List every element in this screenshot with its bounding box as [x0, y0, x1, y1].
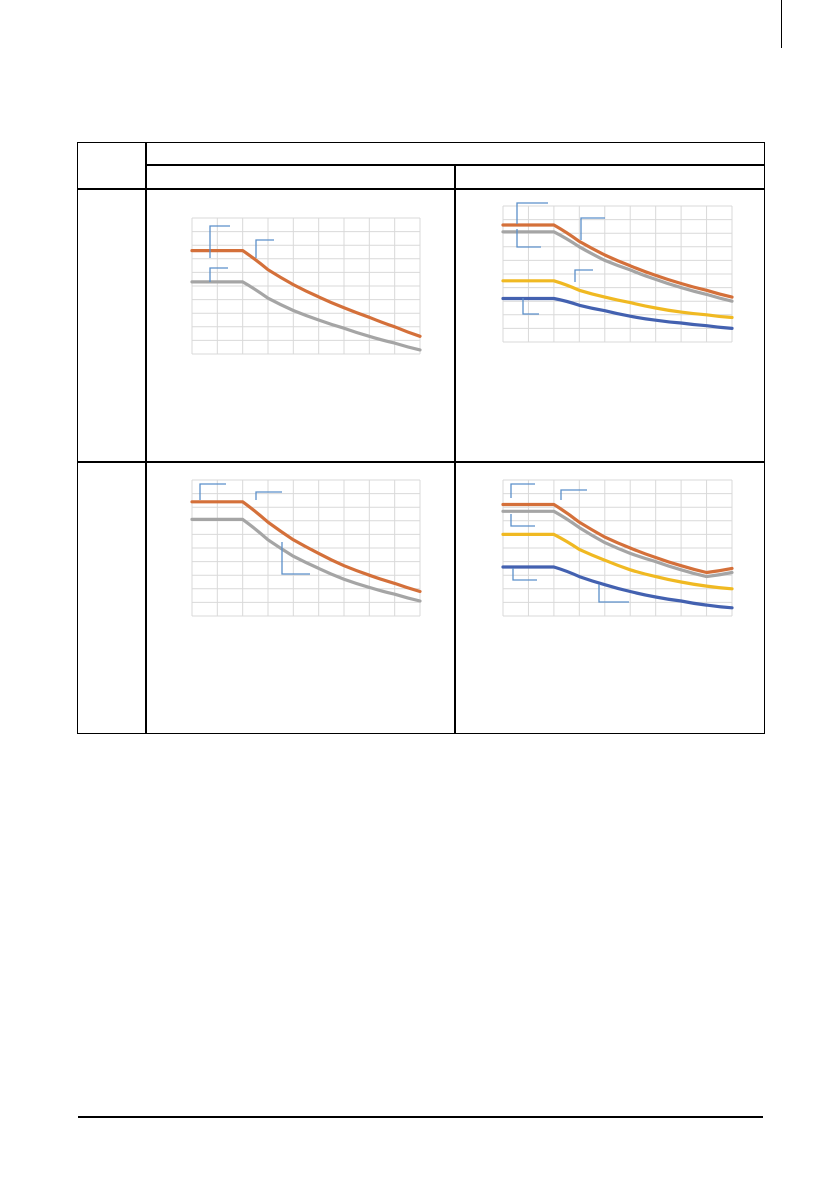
callout-leader-line	[209, 225, 230, 258]
series-line-4	[501, 296, 734, 330]
chart-grid	[502, 205, 733, 343]
series-line-2	[190, 517, 422, 603]
callout-leader-line	[574, 269, 593, 282]
series-line-3	[501, 532, 734, 591]
row-divider	[78, 461, 764, 463]
callout-leader-line	[560, 489, 587, 500]
callout-leader-line	[199, 483, 226, 500]
first-column-divider	[145, 143, 147, 733]
series-line-1	[501, 502, 734, 575]
derating-table	[77, 142, 765, 734]
series-line-2	[501, 509, 734, 579]
chart-grid	[191, 217, 421, 355]
series-line-3	[501, 279, 734, 320]
footer-rule	[78, 1116, 763, 1118]
series-line-4	[501, 565, 734, 610]
callout-leader-line	[209, 267, 228, 282]
derating-chart-top-right	[501, 202, 734, 343]
series-line-1	[190, 500, 422, 594]
series-line-2	[190, 280, 422, 352]
callout-leader-line	[522, 298, 539, 315]
callout-leader-line	[580, 217, 605, 240]
callout-leader-line	[510, 514, 535, 527]
callout-leader-line	[281, 542, 310, 575]
derating-chart-bottom-right	[501, 479, 734, 617]
middle-column-divider	[454, 164, 456, 733]
callout-leader-line	[516, 202, 548, 224]
series-line-2	[501, 230, 734, 303]
header-divider-bottom	[78, 188, 764, 190]
corner-crop-mark	[781, 0, 782, 48]
series-line-1	[501, 223, 734, 299]
callout-leader-line	[255, 239, 274, 258]
chart-grid	[191, 479, 421, 617]
callout-leader-line	[255, 491, 282, 500]
callout-leader-line	[512, 568, 537, 581]
series-line-1	[190, 249, 422, 338]
derating-chart-bottom-left	[190, 479, 422, 617]
callout-leader-line	[510, 483, 535, 498]
callout-leader-line	[598, 584, 629, 603]
callout-leader-line	[516, 229, 541, 248]
derating-chart-top-left	[190, 217, 422, 355]
